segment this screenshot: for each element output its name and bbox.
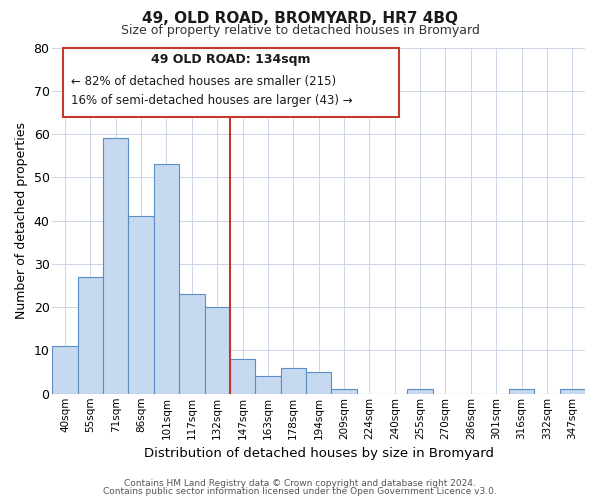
Text: ← 82% of detached houses are smaller (215): ← 82% of detached houses are smaller (21…: [71, 75, 336, 88]
Bar: [331, 390, 357, 394]
Bar: [407, 390, 433, 394]
Text: Contains HM Land Registry data © Crown copyright and database right 2024.: Contains HM Land Registry data © Crown c…: [124, 478, 476, 488]
Bar: [77, 277, 103, 394]
Bar: [52, 346, 77, 394]
Text: 49, OLD ROAD, BROMYARD, HR7 4BQ: 49, OLD ROAD, BROMYARD, HR7 4BQ: [142, 11, 458, 26]
Bar: [128, 216, 154, 394]
FancyBboxPatch shape: [63, 48, 398, 117]
Bar: [103, 138, 128, 394]
Bar: [509, 390, 534, 394]
Bar: [205, 307, 230, 394]
Bar: [179, 294, 205, 394]
Text: 49 OLD ROAD: 134sqm: 49 OLD ROAD: 134sqm: [151, 52, 311, 66]
X-axis label: Distribution of detached houses by size in Bromyard: Distribution of detached houses by size …: [143, 447, 494, 460]
Bar: [306, 372, 331, 394]
Bar: [230, 359, 255, 394]
Bar: [255, 376, 281, 394]
Y-axis label: Number of detached properties: Number of detached properties: [15, 122, 28, 319]
Bar: [560, 390, 585, 394]
Bar: [281, 368, 306, 394]
Bar: [154, 164, 179, 394]
Text: Contains public sector information licensed under the Open Government Licence v3: Contains public sector information licen…: [103, 487, 497, 496]
Text: Size of property relative to detached houses in Bromyard: Size of property relative to detached ho…: [121, 24, 479, 37]
Text: 16% of semi-detached houses are larger (43) →: 16% of semi-detached houses are larger (…: [71, 94, 353, 107]
